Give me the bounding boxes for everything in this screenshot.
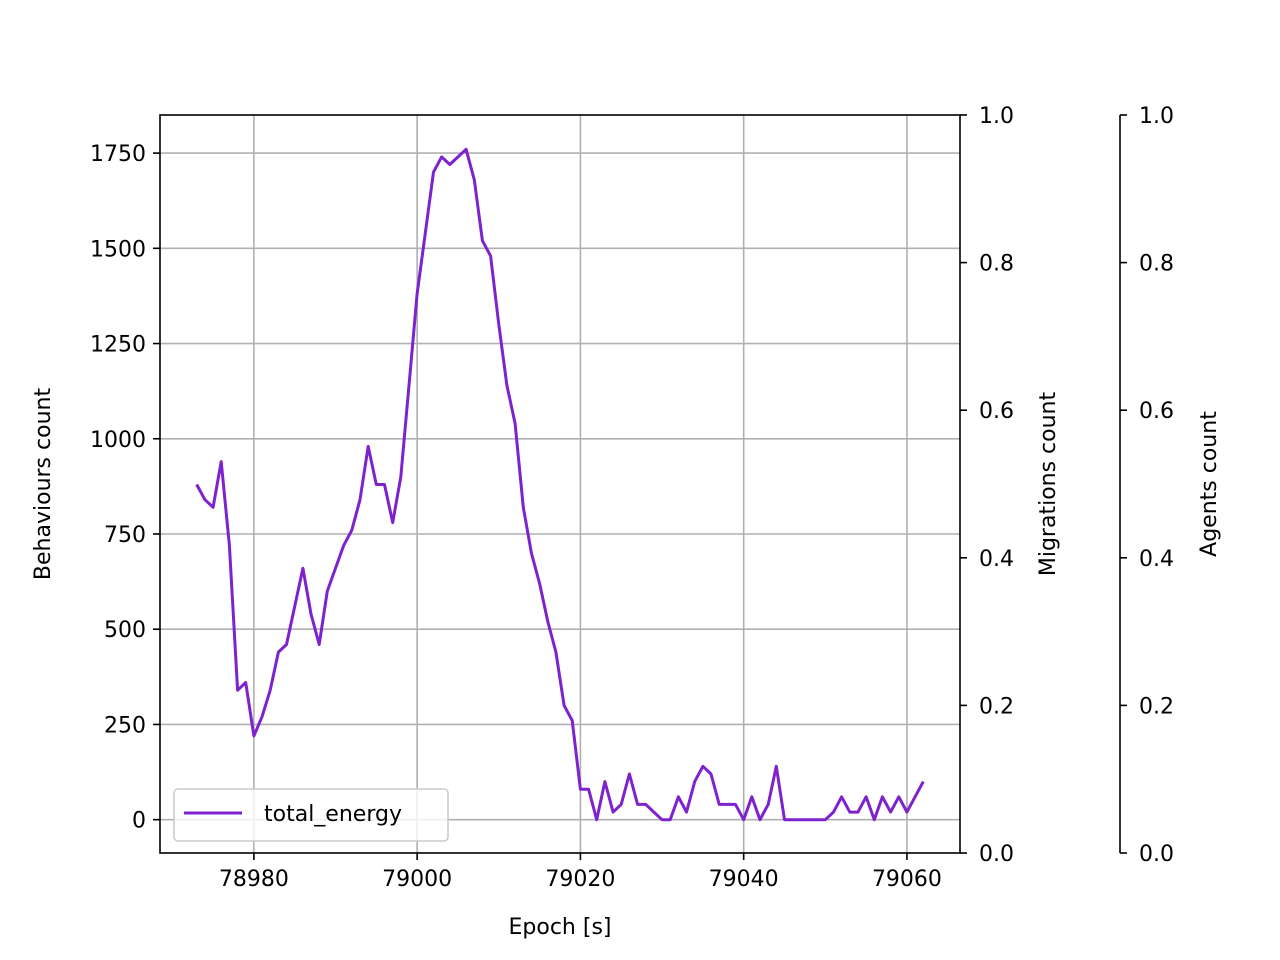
y-right2-tick-label: 0.2 [1139, 694, 1174, 719]
y-tick-label: 250 [104, 713, 146, 738]
y-tick-label: 1000 [90, 428, 146, 453]
legend-box [173, 788, 449, 842]
y-right-tick-label: 1.0 [979, 104, 1014, 129]
series-layer [195, 147, 925, 822]
x-tick-label: 79040 [709, 867, 779, 892]
legend: total_energy [173, 788, 449, 842]
y-right2-tick-label: 0.0 [1139, 842, 1174, 867]
y-tick-label: 500 [104, 618, 146, 643]
x-tick-label: 79000 [382, 867, 452, 892]
y-right-tick-label: 0.4 [979, 547, 1014, 572]
y-tick-label: 1750 [90, 142, 146, 167]
y-right-tick-label: 0.2 [979, 694, 1014, 719]
y-right2-tick-label: 0.4 [1139, 547, 1174, 572]
axes: 78980 79000 79020 79040 79060 0 250 500 750 1000 1… [90, 104, 1174, 892]
y-right-tick-label: 0.0 [979, 842, 1014, 867]
y-right2-tick-label: 1.0 [1139, 104, 1174, 129]
y-tick-label: 0 [132, 809, 146, 834]
x-tick-label: 78980 [219, 867, 289, 892]
x-tick-label: 79060 [872, 867, 942, 892]
y-tick-label: 1500 [90, 237, 146, 262]
legend-label: total_energy [264, 802, 402, 827]
plot-frame [159, 114, 961, 854]
y-tick-label: 1250 [90, 333, 146, 358]
y-right-tick-label: 0.8 [979, 252, 1014, 277]
y-right-tick-label: 0.6 [979, 399, 1014, 424]
y-tick-label: 750 [104, 523, 146, 548]
series-line [195, 147, 925, 822]
y-axis-label: Behaviours count [31, 388, 56, 581]
y-right2-tick-label: 0.6 [1139, 399, 1174, 424]
y-right-axis-label: Migrations count [1036, 392, 1061, 577]
x-axis-label: Epoch [s] [509, 915, 612, 940]
y-right2-axis-label: Agents count [1197, 411, 1222, 557]
grid [160, 115, 960, 853]
x-tick-label: 79020 [545, 867, 615, 892]
y-right2-tick-label: 0.8 [1139, 252, 1174, 277]
